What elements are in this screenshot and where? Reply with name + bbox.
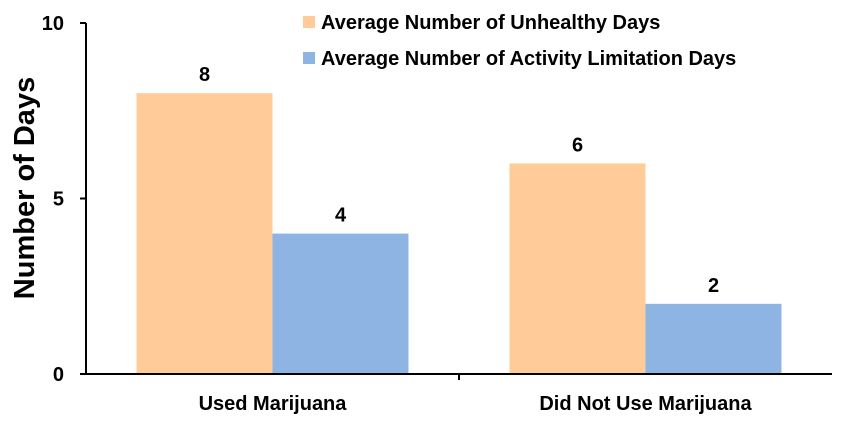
y-axis-title: Number of Days [9,77,41,299]
data-label: 4 [335,205,347,227]
x-category-label: Did Not Use Marijuana [539,393,752,415]
legend-swatch [303,16,315,28]
data-label: 2 [708,275,719,297]
data-label: 6 [572,134,583,156]
data-labels-group: 8 4 6 2 [199,64,719,297]
y-ticks-group: 0 5 10 [42,13,86,386]
legend-label: Average Number of Activity Limitation Da… [321,48,736,70]
bar-unhealthy-days [136,93,273,374]
legend: Average Number of Unhealthy Days Average … [303,12,736,70]
y-tick-label: 5 [53,189,64,211]
y-tick-label: 10 [42,13,64,35]
bar-unhealthy-days [509,163,646,374]
bar-activity-limitation-days [645,303,782,374]
legend-label: Average Number of Unhealthy Days [321,12,660,34]
plot-area: 8 4 6 2 0 5 10 Used Marijuana Did Not Use Mari… [42,13,832,415]
bars-group [136,93,782,374]
legend-swatch [303,52,315,64]
y-tick-label: 0 [53,364,64,386]
x-category-label: Used Marijuana [199,393,348,415]
x-ticks-group: Used Marijuana Did Not Use Marijuana [199,374,753,415]
bar-activity-limitation-days [272,233,409,374]
data-label: 8 [199,64,210,86]
